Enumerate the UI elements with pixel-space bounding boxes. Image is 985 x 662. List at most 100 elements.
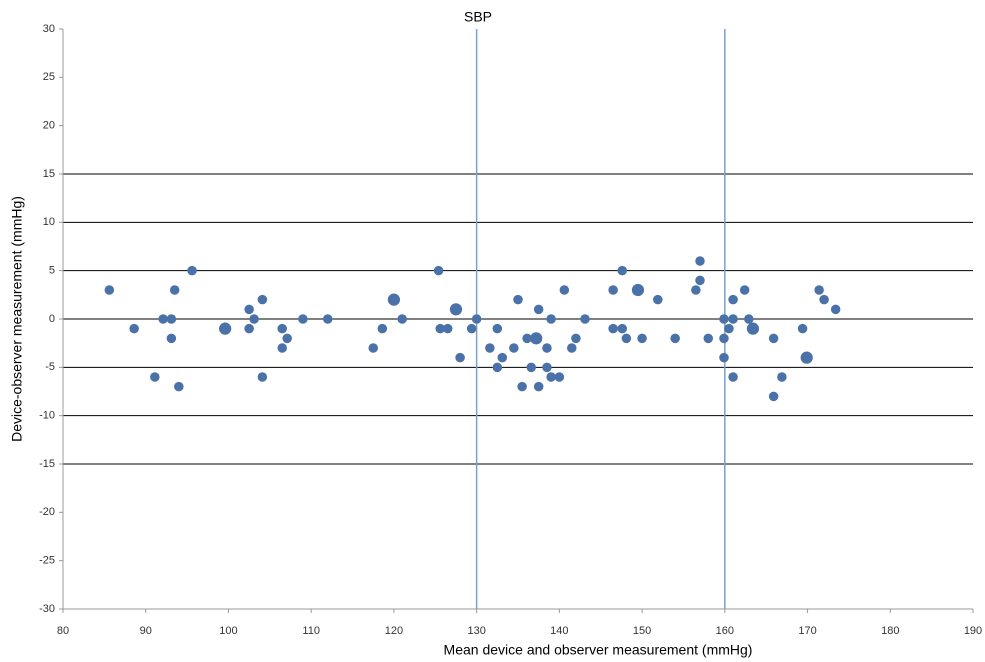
bubble	[277, 323, 287, 334]
bubble	[768, 391, 779, 402]
bubble	[542, 362, 552, 373]
bubble	[533, 381, 544, 392]
bubble	[497, 352, 508, 363]
chart-title: SBP	[464, 9, 492, 25]
bubble	[282, 333, 292, 344]
x-tick-label: 140	[550, 625, 568, 637]
bubble	[449, 303, 463, 316]
bubble	[703, 333, 714, 344]
bubble	[257, 294, 268, 305]
bubble	[621, 333, 632, 344]
bubble	[637, 333, 647, 344]
bubble	[670, 333, 680, 344]
y-tick-label: -20	[39, 506, 55, 518]
x-tick-label: 120	[385, 625, 403, 637]
x-tick-label: 160	[716, 625, 734, 637]
bubble	[433, 265, 444, 276]
bubble	[744, 314, 754, 324]
bubble	[492, 323, 503, 334]
bubble	[397, 314, 407, 324]
bubble	[554, 372, 565, 382]
bubble	[608, 285, 618, 295]
y-tick-label: 15	[43, 168, 55, 180]
x-tick-label: 190	[964, 625, 982, 637]
bubble	[435, 323, 445, 334]
bubble	[166, 314, 177, 324]
bubble	[509, 343, 519, 353]
bubble	[257, 372, 268, 382]
bubble	[104, 285, 115, 295]
bubble	[492, 362, 503, 373]
bubble	[724, 323, 734, 334]
bubble	[166, 333, 177, 344]
bubble	[442, 323, 453, 334]
bubble	[830, 304, 841, 315]
bubble	[571, 333, 581, 344]
bubble	[631, 283, 645, 297]
x-tick-label: 130	[467, 625, 485, 637]
bubble	[608, 323, 618, 334]
bubble	[719, 352, 729, 363]
bubble	[169, 285, 180, 295]
bubble	[559, 285, 570, 295]
bubble	[377, 323, 388, 334]
bubble	[728, 372, 738, 382]
bubble	[368, 343, 378, 353]
bubble	[617, 265, 627, 276]
bubble	[244, 323, 254, 334]
bubble	[728, 294, 738, 305]
bubble	[298, 314, 308, 324]
x-axis-label: Mean device and observer measurement (mm…	[444, 642, 753, 658]
bubble	[244, 304, 254, 315]
x-tick-label: 90	[140, 625, 152, 637]
y-tick-label: 20	[43, 120, 55, 132]
x-tick-label: 110	[302, 625, 320, 637]
bubble	[567, 343, 577, 353]
bubble	[129, 323, 139, 334]
y-tick-label: 30	[43, 23, 55, 35]
bubble	[517, 381, 527, 392]
bubble	[728, 314, 738, 324]
bubble	[174, 381, 184, 392]
bubble	[819, 294, 829, 305]
bubble	[249, 314, 259, 324]
bubble	[691, 285, 701, 295]
bubble	[530, 332, 543, 345]
x-tick-label: 150	[633, 625, 651, 637]
bubble	[797, 323, 808, 334]
bubble	[695, 275, 705, 286]
x-tick-label: 80	[57, 625, 69, 637]
bubble	[739, 285, 750, 295]
bubble	[513, 294, 523, 305]
bubble	[219, 322, 232, 335]
bubble	[546, 372, 556, 382]
bubble	[746, 322, 760, 335]
bubble	[150, 372, 160, 382]
bubble	[814, 285, 824, 295]
bubble	[777, 372, 787, 382]
y-tick-label: -10	[39, 410, 55, 422]
bubble	[546, 314, 556, 324]
bubble	[471, 314, 482, 324]
bubble	[455, 352, 465, 363]
x-tick-label: 170	[798, 625, 816, 637]
bubble	[653, 294, 663, 305]
bubble	[466, 323, 477, 334]
bubble	[158, 314, 168, 324]
y-tick-label: 10	[43, 216, 55, 228]
bubble	[580, 314, 590, 324]
bubble	[695, 256, 705, 266]
y-tick-label: 0	[49, 313, 55, 325]
y-tick-label: -15	[39, 458, 55, 470]
x-tick-label: 180	[881, 625, 899, 637]
bubble	[187, 265, 197, 276]
bubble	[719, 314, 729, 324]
bubble	[533, 304, 544, 315]
y-tick-label: 5	[49, 265, 55, 277]
bubble	[277, 343, 287, 353]
bubble	[522, 333, 532, 344]
y-tick-label: -30	[39, 603, 55, 615]
bubble	[322, 314, 333, 324]
x-tick-label: 100	[219, 625, 237, 637]
